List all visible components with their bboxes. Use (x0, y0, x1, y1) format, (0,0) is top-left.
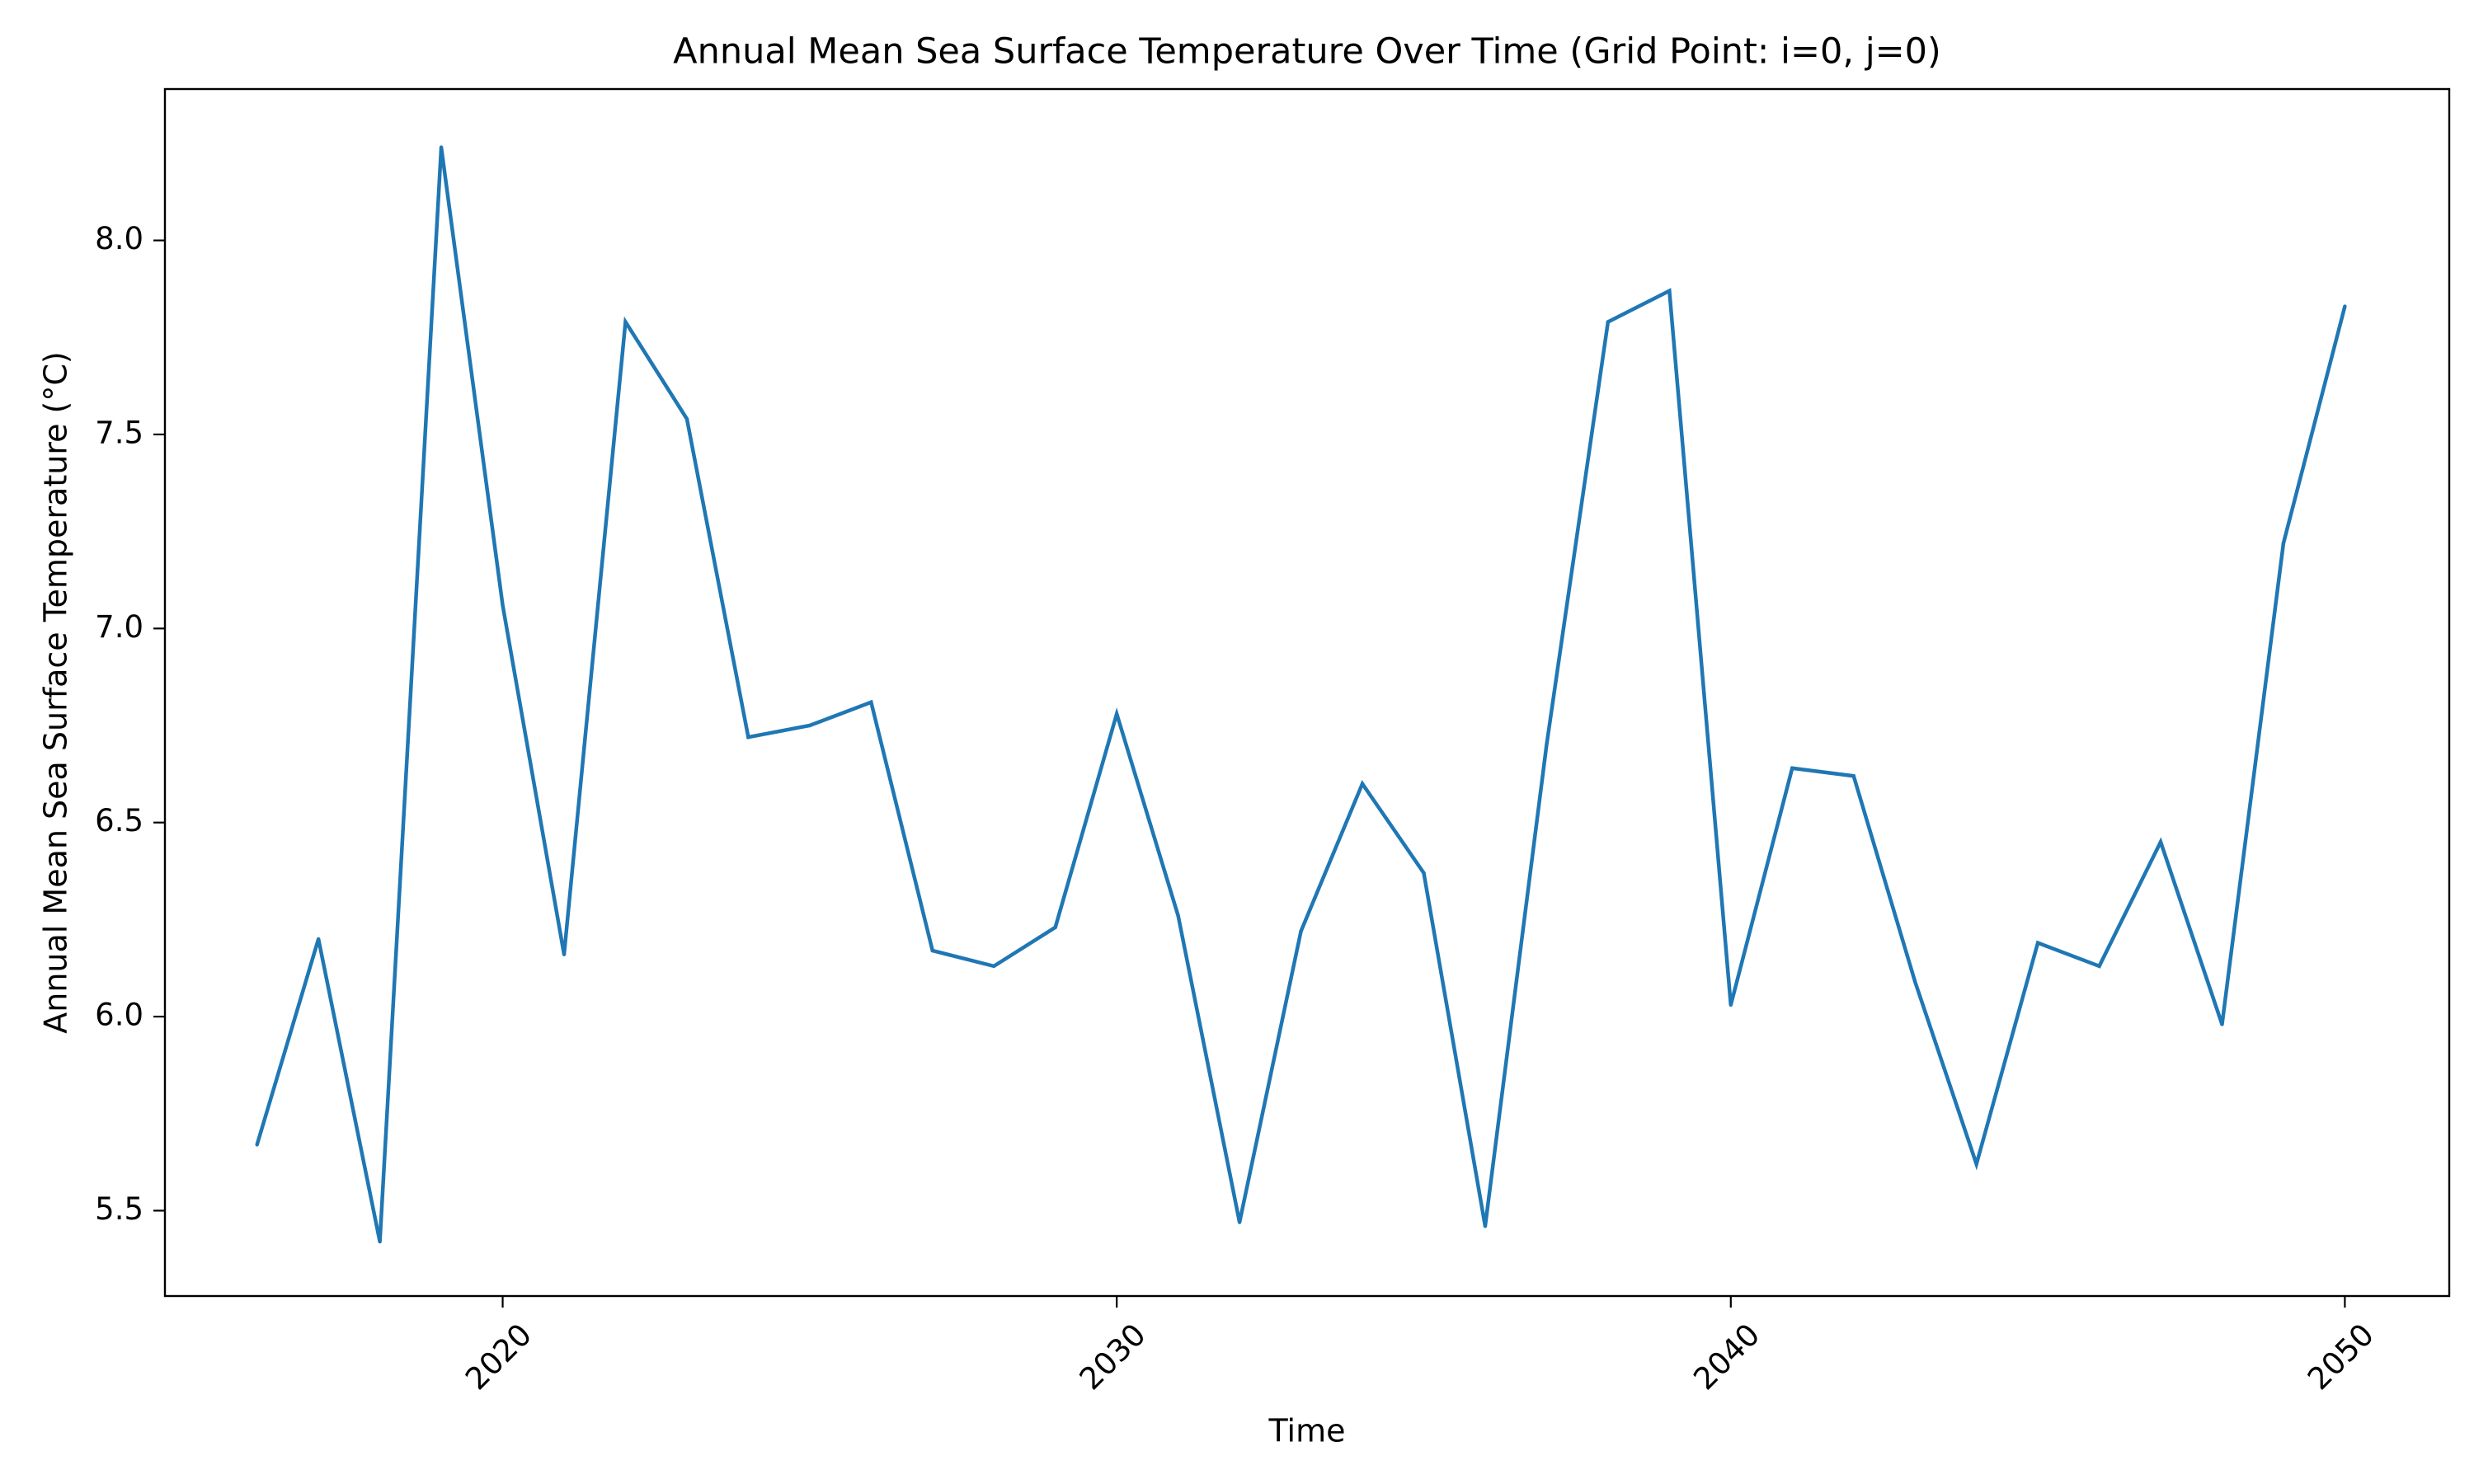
data-point (2158, 840, 2163, 844)
data-point (2220, 1022, 2224, 1026)
data-point (1360, 782, 1365, 786)
data-point (684, 416, 689, 421)
data-point (1299, 929, 1303, 933)
data-point (1790, 766, 1794, 770)
data-point (2343, 304, 2347, 308)
data-point (1422, 871, 1426, 876)
data-point (316, 937, 321, 942)
y-axis-label: Annual Mean Sea Surface Temperature (°C) (38, 351, 74, 1033)
data-point (623, 320, 628, 324)
data-point (930, 948, 934, 953)
plot-frame (163, 87, 2451, 1298)
data-point (1483, 1224, 1488, 1228)
data-point (1176, 913, 1180, 918)
chart-title: Annual Mean Sea Surface Temperature Over… (673, 31, 1941, 73)
data-point (1851, 774, 1856, 778)
data-point (807, 723, 812, 728)
y-tick-label: 6.5 (95, 803, 143, 838)
data-point (1667, 289, 1672, 293)
data-point (1912, 979, 1917, 984)
data-point (992, 964, 996, 969)
data-point (1053, 925, 1057, 930)
data-point (1729, 1003, 1733, 1007)
data-point (1545, 743, 1549, 747)
y-tick-label: 5.5 (95, 1191, 143, 1227)
data-point (869, 700, 873, 704)
y-tick-label: 6.0 (95, 998, 143, 1033)
data-point (2035, 941, 2040, 945)
data-point (2281, 541, 2286, 545)
data-point (1114, 711, 1119, 716)
data-point (746, 735, 750, 740)
data-point (1606, 320, 1611, 324)
data-point (1974, 1162, 1978, 1167)
y-tick-label: 7.5 (95, 415, 143, 450)
data-point (255, 1143, 259, 1147)
plot-area (255, 145, 2347, 1244)
x-axis-label: Time (1268, 1413, 1346, 1449)
data-point (1237, 1220, 1242, 1224)
data-point (378, 1239, 382, 1244)
y-tick-label: 8.0 (95, 221, 143, 256)
data-point (562, 952, 567, 956)
data-point (439, 145, 444, 149)
data-point (2097, 964, 2101, 969)
data-point (501, 603, 505, 608)
y-tick-label: 7.0 (95, 609, 143, 645)
